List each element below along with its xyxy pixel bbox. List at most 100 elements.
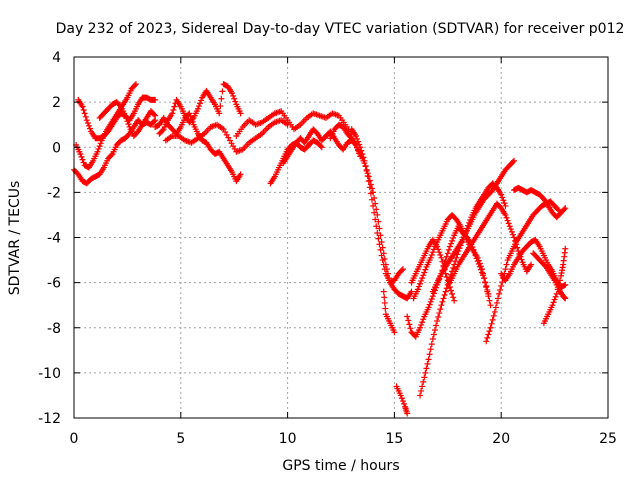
data-point [429, 336, 436, 343]
data-point [435, 314, 442, 321]
data-point [486, 297, 493, 304]
data-point [397, 392, 404, 399]
data-point [159, 127, 166, 134]
data-point [443, 273, 450, 280]
data-point [502, 202, 509, 209]
data-point [171, 103, 178, 110]
chart-title: Day 232 of 2023, Sidereal Day-to-day VTE… [56, 21, 625, 37]
data-point [78, 153, 85, 160]
data-point [82, 113, 89, 120]
data-point [474, 254, 481, 261]
data-point [425, 356, 432, 363]
data-point [442, 288, 449, 295]
data-point [556, 277, 563, 284]
y-tick-label: 2 [52, 95, 61, 111]
data-point [489, 316, 496, 323]
data-point [357, 144, 364, 151]
data-point [368, 196, 375, 203]
data-point [446, 243, 453, 250]
data-point [551, 296, 558, 303]
data-point [422, 266, 429, 273]
data-point [398, 395, 405, 402]
data-point [496, 290, 503, 297]
x-tick-label: 0 [70, 431, 79, 447]
data-point [476, 260, 483, 267]
data-point [419, 275, 426, 282]
data-point [427, 254, 434, 261]
data-point [428, 295, 435, 302]
data-point [500, 197, 507, 204]
data-point [408, 288, 415, 295]
data-point [438, 302, 445, 309]
data-point [420, 316, 427, 323]
data-point [356, 141, 363, 148]
data-point [195, 103, 202, 110]
data-point [376, 225, 383, 232]
data-point [378, 252, 385, 259]
data-point [450, 264, 457, 271]
data-point [367, 181, 374, 188]
data-point [418, 277, 425, 284]
data-point [490, 312, 497, 319]
data-point [371, 209, 378, 216]
data-point [417, 392, 424, 399]
data-point [374, 211, 381, 218]
data-point [483, 284, 490, 291]
data-point [493, 299, 500, 306]
data-point [421, 269, 428, 276]
data-point [96, 143, 103, 150]
data-point [354, 135, 361, 142]
data-point [440, 295, 447, 302]
y-tick-label: 4 [52, 50, 61, 66]
data-point [437, 251, 444, 258]
data-point [503, 214, 510, 221]
data-point [419, 383, 426, 390]
data-point [407, 325, 414, 332]
data-point [152, 96, 159, 103]
data-point [480, 270, 487, 277]
data-point [448, 240, 455, 247]
data-point [562, 295, 569, 302]
data-point [444, 250, 451, 257]
data-point [555, 281, 562, 288]
grid-lines [74, 57, 608, 418]
data-point [125, 121, 132, 128]
data-point [375, 235, 382, 242]
data-point [358, 147, 365, 154]
data-point [79, 103, 86, 110]
data-point [231, 95, 238, 102]
y-axis-label: SDTVAR / TECUs [7, 181, 23, 296]
data-point [426, 351, 433, 358]
data-point [377, 232, 384, 239]
data-point [504, 217, 511, 224]
data-point [417, 280, 424, 287]
data-point [359, 151, 366, 158]
data-point [434, 317, 441, 324]
data-point [77, 151, 84, 158]
data-point [219, 88, 226, 95]
data-point [502, 211, 509, 218]
data-point [116, 102, 123, 109]
data-point [427, 298, 434, 305]
data-point [435, 246, 442, 253]
data-point [132, 81, 139, 88]
data-point [230, 92, 237, 99]
data-point [424, 360, 431, 367]
data-point [373, 206, 380, 213]
data-point [417, 324, 424, 331]
data-point [501, 200, 508, 207]
data-point [485, 331, 492, 338]
data-point [218, 95, 225, 102]
data-point [198, 97, 205, 104]
data-point [372, 216, 379, 223]
y-tick-label: -4 [47, 231, 61, 247]
data-point [484, 334, 491, 341]
data-point [425, 304, 432, 311]
data-point [552, 293, 559, 300]
data-point [443, 285, 450, 292]
data-point [364, 173, 371, 180]
data-point [317, 143, 324, 150]
data-point [352, 132, 359, 139]
data-point [363, 167, 370, 174]
data-point [511, 234, 518, 241]
